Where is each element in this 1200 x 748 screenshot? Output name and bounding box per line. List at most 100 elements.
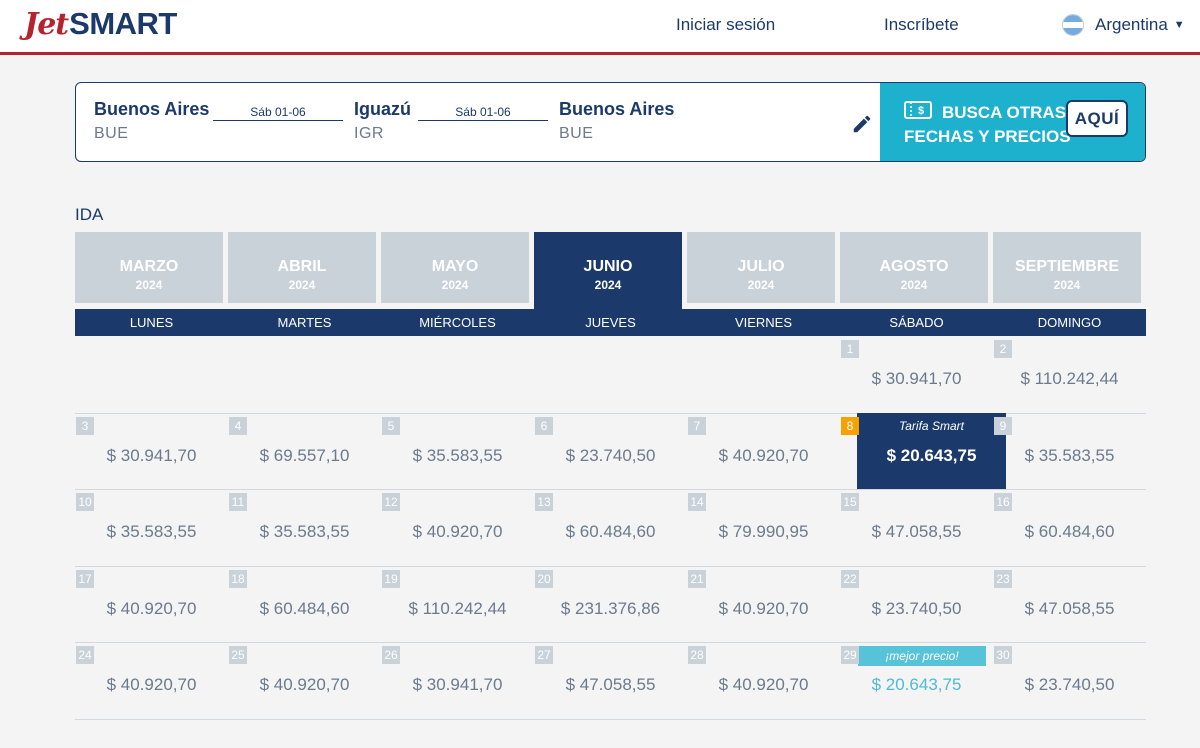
- calendar-day-17[interactable]: 17 $ 40.920,70: [75, 566, 228, 642]
- row-divider: [75, 719, 1146, 720]
- calendar-day-19[interactable]: 19 $ 110.242,44: [381, 566, 534, 642]
- calendar-day-23[interactable]: 23 $ 47.058,55: [993, 566, 1146, 642]
- calendar-day-15[interactable]: 15 $ 47.058,55: [840, 489, 993, 565]
- day-number: 2: [994, 340, 1012, 358]
- weekday-6: SÁBADO: [889, 315, 944, 330]
- day-price: $ 23.740,50: [565, 446, 656, 465]
- signup-link[interactable]: Inscríbete: [884, 15, 959, 34]
- calendar-day-11[interactable]: 11 $ 35.583,55: [228, 489, 381, 565]
- calendar-day-9[interactable]: 9 $ 35.583,55: [993, 413, 1146, 489]
- calendar-day-2[interactable]: 2 $ 110.242,44: [993, 336, 1146, 412]
- calendar-day-12[interactable]: 12 $ 40.920,70: [381, 489, 534, 565]
- section-label: IDA: [75, 205, 104, 224]
- month-year: 2024: [1053, 278, 1081, 292]
- calendar-day-27[interactable]: 27 $ 47.058,55: [534, 642, 687, 718]
- chevron-down-icon: ▼: [1173, 19, 1185, 31]
- pencil-edit-icon[interactable]: [851, 113, 873, 135]
- day-price: $ 30.941,70: [412, 675, 503, 694]
- day-price: $ 20.643,75: [886, 446, 977, 465]
- day-number: 30: [994, 646, 1012, 664]
- month-tab-septiembre[interactable]: SEPTIEMBRE 2024: [993, 232, 1141, 303]
- calendar-day-10[interactable]: 10 $ 35.583,55: [75, 489, 228, 565]
- day-price: $ 35.583,55: [1024, 446, 1115, 465]
- other-dates-promo[interactable]: $ BUSCA OTRAS FECHAS Y PRECIOS AQUÍ: [880, 83, 1145, 161]
- day-price: $ 47.058,55: [565, 675, 656, 694]
- day-number: 26: [382, 646, 400, 664]
- day-number: 6: [535, 417, 553, 435]
- day-price: $ 30.941,70: [871, 369, 962, 388]
- day-price: $ 40.920,70: [718, 599, 809, 618]
- return-date[interactable]: Sáb 01-06: [418, 105, 548, 121]
- weekday-2: MARTES: [277, 315, 332, 330]
- return-city: Buenos Aires BUE: [559, 99, 674, 143]
- calendar-day-22[interactable]: 22 $ 23.740,50: [840, 566, 993, 642]
- calendar-day-20[interactable]: 20 $ 231.376,86: [534, 566, 687, 642]
- calendar-day-24[interactable]: 24 $ 40.920,70: [75, 642, 228, 718]
- day-price: $ 40.920,70: [718, 446, 809, 465]
- calendar-day-8[interactable]: Tarifa Smart 8 $ 20.643,75: [840, 413, 1006, 489]
- argentina-flag-icon: [1062, 14, 1084, 36]
- weekday-7: DOMINGO: [1037, 315, 1102, 330]
- day-number: 15: [841, 493, 859, 511]
- day-price: $ 60.484,60: [259, 599, 350, 618]
- smart-fare-tag: Tarifa Smart: [899, 419, 964, 433]
- calendar-day-28[interactable]: 28 $ 40.920,70: [687, 642, 840, 718]
- month-name: MARZO: [119, 258, 179, 275]
- login-link[interactable]: Iniciar sesión: [676, 15, 776, 34]
- day-price: $ 60.484,60: [1024, 522, 1115, 541]
- calendar-day-21[interactable]: 21 $ 40.920,70: [687, 566, 840, 642]
- destination-city: Iguazú IGR: [354, 99, 411, 143]
- day-number: 1: [841, 340, 859, 358]
- month-tab-agosto[interactable]: AGOSTO 2024: [840, 232, 988, 303]
- aqui-button[interactable]: AQUÍ: [1066, 100, 1128, 137]
- month-year: 2024: [594, 278, 622, 292]
- origin-code: BUE: [94, 125, 129, 142]
- calendar-day-14[interactable]: 14 $ 79.990,95: [687, 489, 840, 565]
- month-tab-marzo[interactable]: MARZO 2024: [75, 232, 223, 303]
- calendar-day-4[interactable]: 4 $ 69.557,10: [228, 413, 381, 489]
- day-number: 5: [382, 417, 400, 435]
- calendar-day-7[interactable]: 7 $ 40.920,70: [687, 413, 840, 489]
- svg-text:$: $: [918, 105, 924, 117]
- calendar-day-1[interactable]: 1 $ 30.941,70: [840, 336, 993, 412]
- month-tab-junio[interactable]: JUNIO 2024: [534, 232, 682, 312]
- jetsmart-logo[interactable]: Jet SMART: [24, 6, 177, 50]
- calendar-day-13[interactable]: 13 $ 60.484,60: [534, 489, 687, 565]
- calendar-day-6[interactable]: 6 $ 23.740,50: [534, 413, 687, 489]
- calendar-day-29[interactable]: ¡mejor precio! 29 $ 20.643,75: [840, 642, 993, 718]
- calendar-day-3[interactable]: 3 $ 30.941,70: [75, 413, 228, 489]
- day-price: $ 35.583,55: [259, 522, 350, 541]
- day-number: 8: [841, 417, 859, 435]
- month-tab-julio[interactable]: JULIO 2024: [687, 232, 835, 303]
- calendar-day-16[interactable]: 16 $ 60.484,60: [993, 489, 1146, 565]
- row-divider: [75, 642, 1146, 643]
- row-divider: [75, 489, 1146, 490]
- day-number: 27: [535, 646, 553, 664]
- day-number: 29: [841, 646, 859, 664]
- calendar-day-30[interactable]: 30 $ 23.740,50: [993, 642, 1146, 718]
- day-number: 12: [382, 493, 400, 511]
- month-year: 2024: [135, 278, 163, 292]
- day-price: $ 40.920,70: [412, 522, 503, 541]
- month-tab-abril[interactable]: ABRIL 2024: [228, 232, 376, 303]
- month-tab-mayo[interactable]: MAYO 2024: [381, 232, 529, 303]
- month-year: 2024: [900, 278, 928, 292]
- day-number: 24: [76, 646, 94, 664]
- day-price: $ 20.643,75: [871, 675, 962, 694]
- row-divider: [75, 413, 1146, 414]
- calendar-day-18[interactable]: 18 $ 60.484,60: [228, 566, 381, 642]
- day-price: $ 30.941,70: [106, 446, 197, 465]
- calendar-day-25[interactable]: 25 $ 40.920,70: [228, 642, 381, 718]
- outbound-date[interactable]: Sáb 01-06: [213, 105, 343, 121]
- day-price: $ 60.484,60: [565, 522, 656, 541]
- month-name: SEPTIEMBRE: [1014, 258, 1119, 275]
- month-year: 2024: [441, 278, 469, 292]
- search-summary: Buenos Aires BUE Sáb 01-06 Iguazú IGR Sá…: [75, 82, 1146, 162]
- country-selector[interactable]: Argentina ▼: [1062, 14, 1185, 36]
- calendar-day-26[interactable]: 26 $ 30.941,70: [381, 642, 534, 718]
- ticket-dollar-icon: $: [904, 101, 932, 119]
- day-number: 11: [229, 493, 247, 511]
- day-number: 3: [76, 417, 94, 435]
- day-price: $ 79.990,95: [718, 522, 809, 541]
- calendar-day-5[interactable]: 5 $ 35.583,55: [381, 413, 534, 489]
